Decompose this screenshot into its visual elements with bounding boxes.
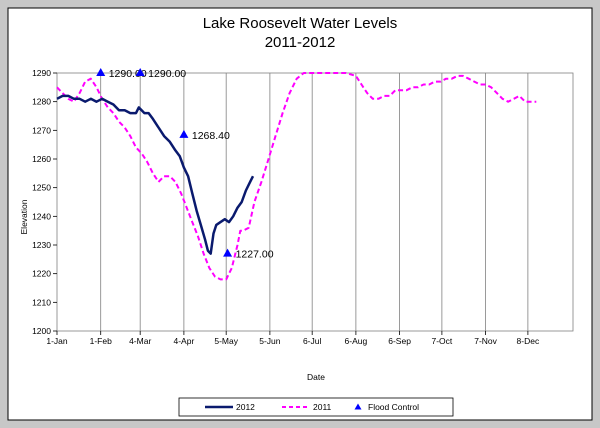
y-tick-label: 1200 [32,326,51,336]
y-tick-label: 1230 [32,240,51,250]
legend-box [178,397,454,417]
flood-control-marker [179,129,189,138]
x-tick-label: 7-Nov [474,336,497,346]
y-tick-label: 1240 [32,211,51,221]
y-tick-label: 1280 [32,97,51,107]
series-line-2011 [56,72,537,281]
flood-control-markers: 1290.00 1290.00 1268.40 1227.00 [96,68,274,261]
flood-control-label: 1290.00 [109,68,147,80]
y-tick-label: 1210 [32,297,51,307]
x-tick-label: 1-Feb [90,336,112,346]
flood-control-marker [223,248,233,257]
x-tick-label: 4-Apr [173,336,194,346]
flood-control-marker [135,68,145,76]
flood-control-marker [96,68,106,76]
x-tick-label: 1-Jan [46,336,68,346]
y-axis-title: Elevation [19,199,29,234]
legend: 2012 2011 Flood Control [178,397,454,417]
x-tick-label: 6-Aug [345,336,368,346]
x-tick-label: 6-Sep [388,336,411,346]
chart-subtitle: 2011-2012 [265,34,336,51]
series-lines [56,72,537,281]
x-tick-label: 4-Mar [129,336,151,346]
y-tick-label: 1290 [32,68,51,78]
flood-control-label: 1268.40 [192,130,230,142]
legend-label-2012: 2012 [236,402,255,412]
y-tick-label: 1220 [32,269,51,279]
x-tick-label: 6-Jul [303,336,322,346]
y-tick-label: 1250 [32,183,51,193]
x-tick-label: 5-Jun [259,336,281,346]
x-tick-label: 7-Oct [431,336,452,346]
x-axis-title: Date [307,372,325,382]
legend-label-flood-control: Flood Control [368,402,419,412]
flood-control-label: 1290.00 [148,68,186,80]
legend-marker-flood-control [354,403,362,410]
x-tick-label: 8-Dec [517,336,540,346]
y-tick-label: 1270 [32,125,51,135]
x-tick-label: 5-May [214,336,238,346]
chart-title: Lake Roosevelt Water Levels [203,15,398,32]
y-axis-ticks: 1200 1210 1220 1230 1240 1250 1260 1270 1280 1290 [32,68,57,336]
flood-control-label: 1227.00 [236,249,274,261]
series-line-2012 [56,94,255,255]
y-tick-label: 1260 [32,154,51,164]
x-axis-ticks: 1-Jan 1-Feb 4-Mar 4-Apr 5-May 5-Jun 6-Jul 6-Aug… [46,336,540,346]
plot-area [56,72,574,332]
legend-label-2011: 2011 [313,402,332,412]
